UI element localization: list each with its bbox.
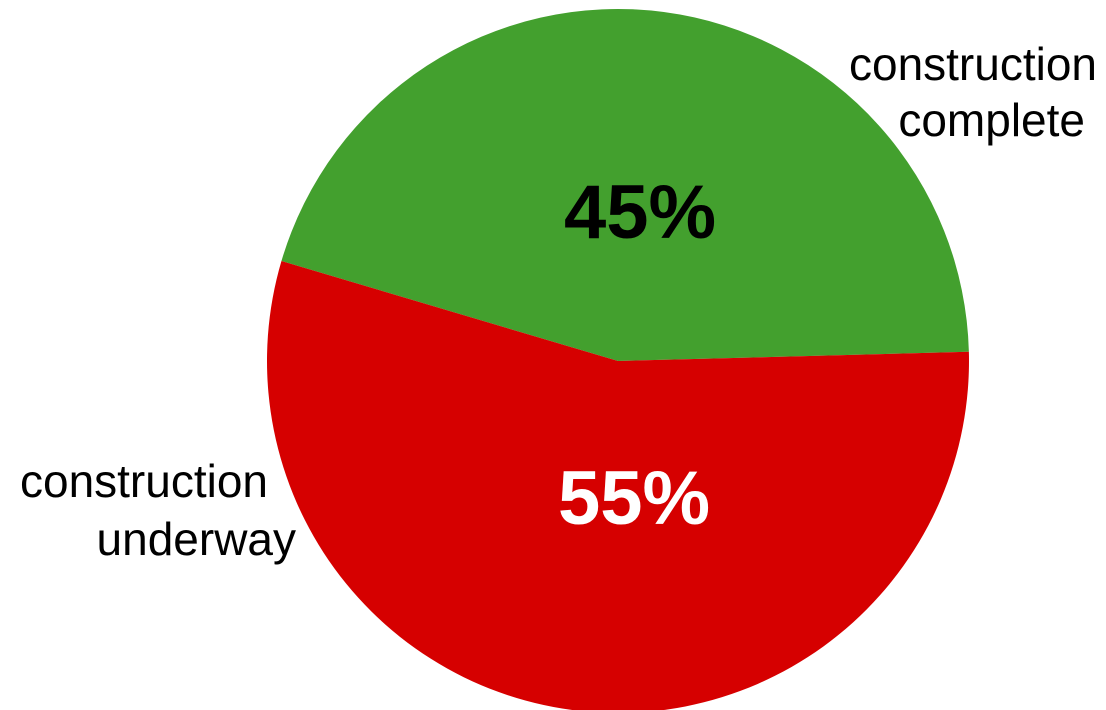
pie-slice-construction-complete — [281, 8, 969, 361]
value-label-construction-underway: 55% — [558, 456, 710, 541]
category-label-construction-complete-line1: construction — [849, 38, 1097, 90]
category-label-construction-underway-line1: construction — [20, 455, 268, 507]
value-label-construction-complete: 45% — [564, 170, 716, 255]
slices-layer — [267, 8, 969, 710]
category-labels-layer: construction complete construction under… — [20, 38, 1097, 565]
category-label-construction-complete-line2: complete — [898, 94, 1085, 146]
category-label-construction-underway-line2: underway — [97, 513, 296, 565]
value-labels-layer: 45% 55% — [558, 170, 716, 541]
pie-slice-construction-underway — [267, 261, 969, 710]
